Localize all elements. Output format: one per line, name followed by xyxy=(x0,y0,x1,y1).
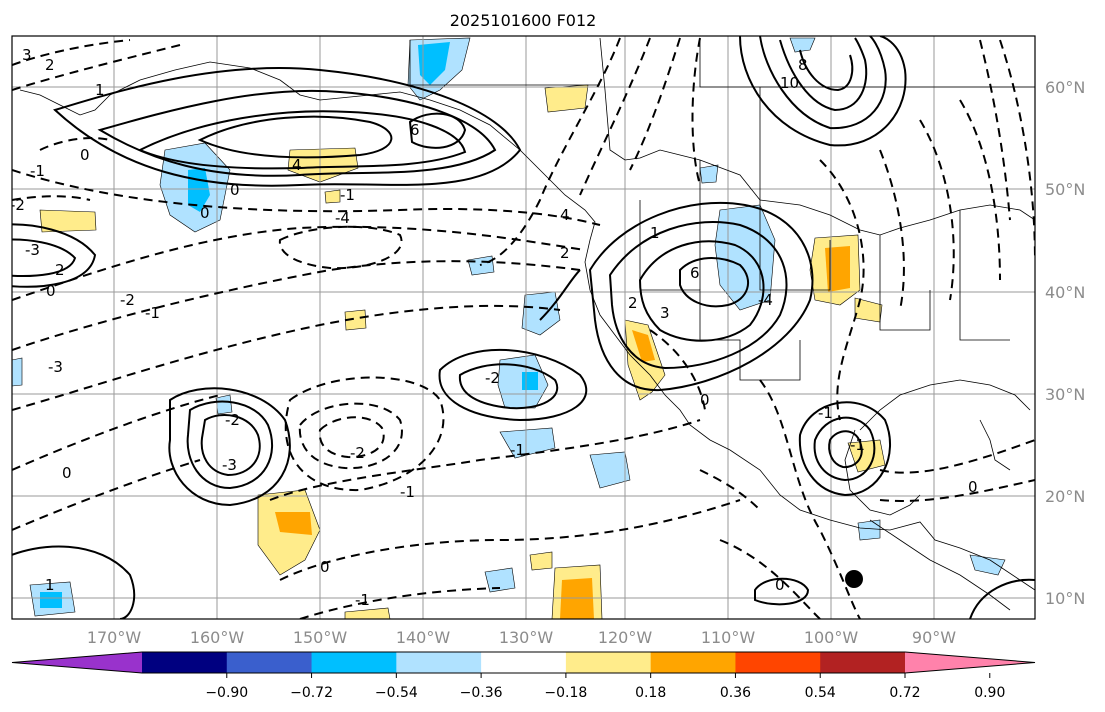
contour-label: -3 xyxy=(25,241,40,259)
colorbar-swatch xyxy=(396,652,482,673)
contour-label: 4 xyxy=(292,156,302,174)
contour-label: 6 xyxy=(410,121,420,139)
lon-label: 100°W xyxy=(804,628,859,647)
lon-label: 120°W xyxy=(598,628,653,647)
map-title: 2025101600 F012 xyxy=(450,11,597,30)
contour-label: 0 xyxy=(80,146,90,164)
contour-label: 0 xyxy=(968,478,978,496)
colorbar-tick-label: −0.90 xyxy=(205,685,248,701)
colorbar-extend-low xyxy=(12,652,142,673)
colorbar-tick-label: 0.18 xyxy=(635,685,666,701)
contour-label: 3 xyxy=(660,304,670,322)
contour-label: -2 xyxy=(120,291,135,309)
colorbar-outline xyxy=(11,651,1036,674)
lon-label: 140°W xyxy=(396,628,451,647)
contour-label: -3 xyxy=(222,456,237,474)
coastlines xyxy=(19,37,1035,611)
lat-label: 60°N xyxy=(1045,78,1085,97)
lat-label: 30°N xyxy=(1045,385,1085,404)
map-frame xyxy=(11,35,1036,620)
contour-label: -4 xyxy=(335,209,350,227)
contour-label: 2 xyxy=(560,244,570,262)
contour-label: -1 xyxy=(818,404,833,422)
colorbar-swatch xyxy=(820,652,906,673)
contour-label: 0 xyxy=(320,558,330,576)
contour-label: -2 xyxy=(225,411,240,429)
contour-label: -3 xyxy=(48,358,63,376)
dashed-contours xyxy=(12,37,1035,619)
colorbar-tick-label: 0.36 xyxy=(720,685,751,701)
contour-label: -2 xyxy=(350,444,365,462)
longitude-labels: 170°W 160°W 150°W 140°W 130°W 120°W 110°… xyxy=(87,628,956,647)
colorbar-swatch xyxy=(226,652,313,673)
colorbar-swatch xyxy=(565,652,652,673)
contour-label: 1 xyxy=(650,224,660,242)
colorbar-tick-label: −0.36 xyxy=(460,685,503,701)
lat-label: 50°N xyxy=(1045,180,1085,199)
colorbar-tick-label: −0.18 xyxy=(544,685,587,701)
contour-label: -1 xyxy=(510,441,525,459)
colorbar-swatch xyxy=(142,652,228,673)
latitude-labels: 60°N 50°N 40°N 30°N 20°N 10°N xyxy=(1045,78,1085,608)
contour-label: 0 xyxy=(775,576,785,594)
contour-label: -1 xyxy=(355,591,370,609)
contour-label: 8 xyxy=(798,56,808,74)
contour-label: -1 xyxy=(400,483,415,501)
contour-label: 2 xyxy=(628,294,638,312)
lon-label: 110°W xyxy=(701,628,756,647)
colorbar-tick-label: 0.54 xyxy=(805,685,836,701)
contour-label: -1 xyxy=(30,162,45,180)
lat-label: 20°N xyxy=(1045,487,1085,506)
colorbar-swatch xyxy=(650,652,736,673)
colorbar: −0.90 −0.72 −0.54 −0.36 −0.18 0.18 0.36 0.54 0.7… xyxy=(11,651,1036,701)
contour-label: -1 xyxy=(340,186,355,204)
contour-label: 1 xyxy=(45,576,55,594)
lon-label: 160°W xyxy=(190,628,245,647)
lat-label: 40°N xyxy=(1045,283,1085,302)
colorbar-swatch xyxy=(311,652,397,673)
black-dot-marker xyxy=(845,570,863,588)
contour-label: -1 xyxy=(145,304,160,322)
contour-label: 0 xyxy=(700,391,710,409)
contour-label: 2 xyxy=(55,261,65,279)
colorbar-tick-label: 0.90 xyxy=(974,685,1005,701)
contour-label: 1 xyxy=(95,81,105,99)
colorbar-swatch xyxy=(481,652,567,673)
contour-label: 0 xyxy=(46,282,56,300)
colorbar-tick-label: 0.72 xyxy=(889,685,920,701)
contour-label: 0 xyxy=(200,204,210,222)
colorbar-tick-label: −0.72 xyxy=(290,685,333,701)
colorbar-extend-high xyxy=(905,652,1035,673)
lat-label: 10°N xyxy=(1045,589,1085,608)
contour-label: 2 xyxy=(45,56,55,74)
lon-label: 150°W xyxy=(293,628,348,647)
colorbar-swatch xyxy=(735,652,821,673)
contour-label: 3 xyxy=(22,46,32,64)
contour-label: -4 xyxy=(758,291,773,309)
contour-label: 10 xyxy=(780,74,799,92)
contour-label: -2 xyxy=(485,369,500,387)
contour-label: 6 xyxy=(690,264,700,282)
contour-label: -2 xyxy=(10,196,25,214)
contour-label: 0 xyxy=(230,181,240,199)
contour-label: -1 xyxy=(850,436,865,454)
lon-label: 90°W xyxy=(912,628,956,647)
solid-contours xyxy=(12,36,1035,619)
lon-label: 130°W xyxy=(499,628,554,647)
colorbar-tick-label: −0.54 xyxy=(375,685,418,701)
contour-label: 4 xyxy=(560,206,570,224)
lon-label: 170°W xyxy=(87,628,142,647)
contour-labels: 3 2 1 0 -1 -2 -3 -4 4 6 8 10 2 0 -2 -1 -… xyxy=(10,46,978,609)
map-area: 3 2 1 0 -1 -2 -3 -4 4 6 8 10 2 0 -2 -1 -… xyxy=(10,36,1035,619)
contour-label: 0 xyxy=(62,464,72,482)
